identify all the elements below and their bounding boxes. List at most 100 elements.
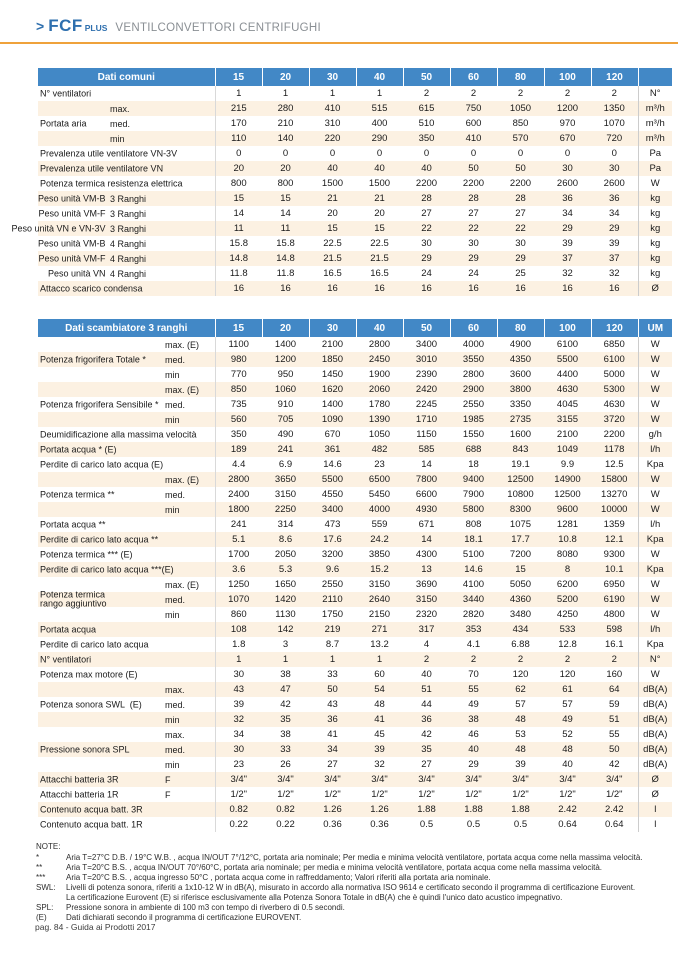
cell-value: 1/2": [465, 789, 482, 800]
cell-value: 671: [418, 519, 435, 530]
row-label: N° ventilatori: [40, 87, 92, 98]
cell-value: 4550: [321, 489, 344, 500]
row-sublabel: min: [165, 414, 180, 425]
cell-value: 1800: [214, 502, 262, 517]
cell-value: 1250: [214, 577, 262, 592]
row-label-cell: Potenza termica ** med.: [38, 487, 215, 502]
cell-unit: g/h: [637, 427, 672, 442]
note-item: SPL: Pressione sonora in ambiente di 100…: [36, 903, 652, 913]
cell-value: 560: [214, 412, 262, 427]
cell-value: 30: [591, 161, 638, 176]
cell-value: 735: [214, 397, 262, 412]
cell-value: 533: [544, 622, 591, 637]
cell-value: 41: [327, 729, 338, 740]
cell-value: 27: [421, 759, 432, 770]
row-label: Portata aria: [40, 117, 87, 128]
cell-unit: W: [637, 607, 672, 622]
row-label-cell: max. (E): [38, 577, 215, 592]
cell-value: 0: [376, 148, 383, 159]
cell-value: 15: [309, 221, 356, 236]
cell-value: 16: [450, 281, 497, 296]
row-label: Potenza sonora SWL (E): [40, 698, 142, 709]
cell-value: 30: [421, 238, 432, 249]
cell-value: 16: [497, 281, 544, 296]
cell-value: 15: [497, 562, 544, 577]
cell-value: 22: [403, 221, 450, 236]
cell-value: 62: [497, 682, 544, 697]
row-label-cell: min: [38, 502, 215, 517]
row-sublabel: min: [165, 369, 180, 380]
cell-value: 1780: [368, 399, 391, 410]
cell-value: 510: [418, 118, 435, 129]
note-item: * Aria T=27°C D.B. / 19°C W.B. , acqua I…: [36, 853, 652, 863]
cell-value: 170: [214, 116, 262, 131]
cell-value: 1390: [356, 412, 403, 427]
cell-value: 1060: [262, 382, 309, 397]
row-label-cell: min: [38, 131, 215, 146]
row-label: Contenuto acqua batt. 3R: [40, 803, 143, 814]
cell-value: 1620: [309, 382, 356, 397]
cell-value: 38: [280, 729, 291, 740]
cell-value: 1.8: [214, 637, 262, 652]
column-header-size: 120: [590, 68, 638, 86]
cell-value: 11: [214, 221, 262, 236]
cell-value: 36: [591, 191, 638, 206]
cell-value: 2450: [356, 352, 403, 367]
cell-value: 5000: [603, 369, 625, 380]
cell-value: 30: [515, 238, 526, 249]
row-label-cell: Contenuto acqua batt. 3R: [38, 802, 215, 817]
row-label-cell: Perdite di carico lato acqua **: [38, 532, 215, 547]
cell-value: 3/4": [497, 772, 544, 787]
accent-divider: [0, 42, 678, 44]
cell-value: 4400: [556, 369, 579, 380]
table-row: min 770 950 1450 1900 2390 2800 3600 4400 5000 W: [38, 367, 672, 382]
cell-value: 55: [608, 729, 620, 740]
cell-value: 22: [450, 221, 497, 236]
cell-value: 2600: [603, 178, 625, 189]
cell-value: 12.5: [605, 459, 624, 470]
cell-value: 34: [608, 208, 620, 219]
row-label: Perdite di carico lato acqua **: [40, 533, 159, 544]
cell-value: 1/2": [371, 789, 388, 800]
cell-value: 1: [262, 652, 309, 667]
cell-unit: kg: [637, 236, 672, 251]
note-item: *** Aria T=20°C B.S. , acqua ingresso 50…: [36, 873, 652, 883]
row-label-cell: Peso unità VM-B 4 Ranghi: [38, 236, 215, 251]
cell-unit: dB(A): [637, 697, 672, 712]
cell-value: 1178: [591, 442, 638, 457]
table-row: Deumidificazione alla massima velocità 35…: [38, 427, 672, 442]
cell-value: 48: [497, 742, 544, 757]
row-label-cell: Prevalenza utile ventilatore VN: [38, 161, 215, 176]
row-label: Attacchi batteria 3R: [40, 773, 119, 784]
cell-value: 1900: [368, 369, 391, 380]
cell-value: 3650: [262, 472, 309, 487]
table-row: Peso unità VM-B 3 Ranghi 15 15 21 21 28 28 28 36 3…: [38, 191, 672, 206]
table-row: max. (E) 1250 1650 2550 3150 3690 4100 5050 6200…: [38, 577, 672, 592]
cell-value: 4250: [556, 609, 579, 620]
cell-value: 3/4": [544, 772, 591, 787]
cell-value: 210: [277, 118, 294, 129]
cell-value: 17.7: [497, 532, 544, 547]
cell-value: 35: [262, 712, 309, 727]
cell-value: 5.1: [214, 532, 262, 547]
cell-value: 30: [214, 667, 262, 682]
cell-value: 37: [544, 251, 591, 266]
cell-value: 1/2": [277, 789, 294, 800]
cell-value: 1400: [274, 339, 297, 350]
cell-value: 1450: [321, 369, 344, 380]
cell-value: 20: [262, 161, 309, 176]
column-header-size: 40: [355, 319, 403, 337]
cell-value: 46: [468, 729, 479, 740]
cell-value: 241: [214, 517, 262, 532]
cell-value: 1150: [416, 429, 437, 440]
cell-value: 4360: [497, 592, 544, 607]
cell-value: 33: [327, 669, 338, 680]
cell-value: 2050: [274, 549, 297, 560]
cell-value: 21: [356, 191, 403, 206]
cell-value: 0.5: [466, 819, 481, 830]
row-sublabel: med.: [165, 699, 186, 710]
table-row: max. (E) 1100 1400 2100 2800 3400 4000 4900 6100…: [38, 337, 672, 352]
cell-value: 2550: [462, 399, 485, 410]
column-header-size: 15: [214, 319, 262, 337]
row-label: Contenuto acqua batt. 1R: [40, 818, 143, 829]
